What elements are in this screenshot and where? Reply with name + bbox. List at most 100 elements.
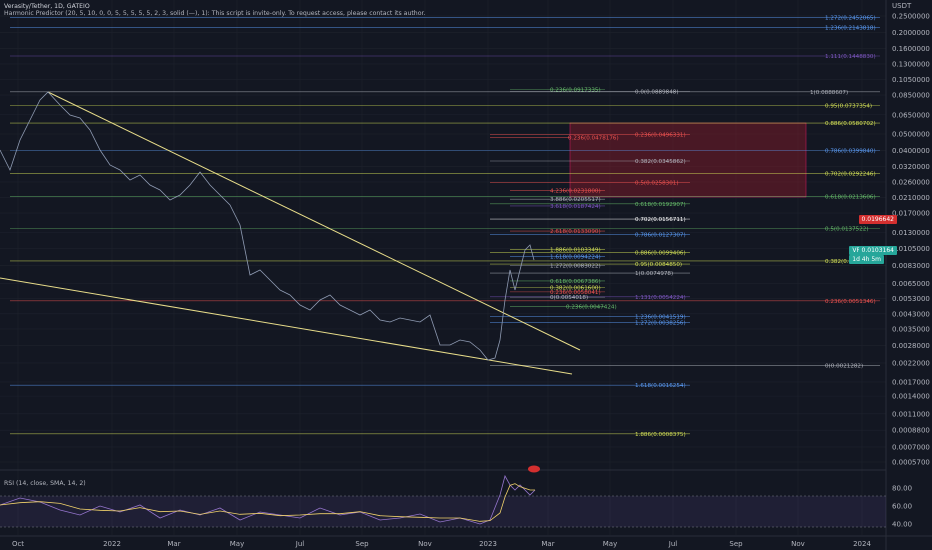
time-tick-label: Jul: [668, 540, 678, 548]
fib-level-label: 0.618(0.0192907): [635, 202, 686, 208]
fib-level-label: 1(0.0074978): [635, 271, 673, 277]
fib-level-label: 1.111(0.1448830): [825, 54, 876, 60]
price-tick-label: 0.0035000: [892, 325, 930, 333]
time-tick-label: Nov: [791, 540, 805, 548]
fib-level-label: 0.618(0.0213606): [825, 194, 876, 200]
price-tick-label: 0.0022000: [892, 359, 930, 367]
fib-level-label: 0.236(0.0051346): [825, 299, 876, 305]
fib-level-label: 1.618(0.0016254): [635, 383, 686, 389]
price-tick-label: 0.0014000: [892, 393, 930, 401]
falling-wedge-upper-line: [47, 91, 581, 351]
fib-level-label: 0.236(0.0478176): [568, 135, 619, 141]
rsi-band: [0, 496, 886, 527]
price-badge-red: 0.0196642: [858, 215, 897, 224]
fib-level-label: 0.236(0.0047424): [566, 305, 617, 311]
fib-level-label: 0.236(0.0917335): [550, 88, 601, 94]
fib-level-label: 1(0.0888607): [810, 90, 848, 96]
fib-level-label: 0.382(0.0345862): [635, 159, 686, 165]
price-tick-label: 0.0007000: [892, 443, 930, 451]
chart-grid: [0, 0, 886, 535]
currency-label: USDT: [892, 2, 912, 10]
price-tick-label: 0.0260000: [892, 178, 930, 186]
fib-levels: 1.272(0.2452065) 1.236(0.2143818) 1.111(0.…: [10, 15, 880, 438]
fib-level-label: 0.236(0.0058041): [550, 290, 601, 296]
rsi-tick-label: 80.00: [892, 485, 912, 493]
price-tick-label: 0.0008800: [892, 427, 930, 435]
rsi-legend: RSI (14, close, SMA, 14, 2): [4, 480, 86, 487]
fib-level-label: 4.236(0.0231800): [550, 188, 601, 194]
rsi-line: [0, 474, 536, 525]
fib-level-label: 0.382(0.0061600): [550, 286, 601, 292]
time-tick-label: 2022: [103, 540, 121, 548]
fib-level-label: 1.272(0.0083022): [550, 264, 601, 270]
time-tick-label: Sep: [729, 540, 743, 548]
rsi-pane: [0, 465, 886, 528]
fib-level-label: 0.786(0.0127307): [635, 232, 686, 238]
fib-level-label: 1.272(0.2452065): [825, 15, 876, 21]
rsi-tick-label: 60.00: [892, 503, 912, 511]
fib-level-label: 1.131(0.0054224): [635, 295, 686, 301]
falling-wedge-lower-line: [0, 277, 573, 375]
fib-level-label: 0.236(0.0496331): [635, 133, 686, 139]
price-tick-label: 0.0850000: [892, 92, 930, 100]
price-tick-label: 0.0065000: [892, 280, 930, 288]
price-tick-label: 0.1600000: [892, 45, 930, 53]
fib-level-label: 0(0.0054018): [550, 295, 588, 301]
fib-level-label: 1.236(0.2143818): [825, 25, 876, 31]
price-tick-label: 0.0053000: [892, 295, 930, 303]
fib-level-label: 0.5(0.0258301): [635, 180, 679, 186]
symbol-title: Verasity/Tether, 1D, GATEIO: [4, 3, 90, 10]
rsi-signal-marker: [528, 465, 540, 473]
fib-level-label: 0.886(0.0099406): [635, 250, 686, 256]
time-tick-label: Jul: [295, 540, 305, 548]
price-tick-label: 0.0650000: [892, 111, 930, 119]
fib-level-label: 3.618(0.0187424): [550, 204, 601, 210]
time-axis: Oct 2022 Mar May Jul Sep Nov 2023 Mar May Jul Sep No…: [0, 535, 932, 548]
time-tick-label: Sep: [355, 540, 369, 548]
price-tick-label: 0.0400000: [892, 147, 930, 155]
fib-level-label: 3.886(0.0205517): [550, 197, 601, 203]
fib-level-label: 0.886(0.0580702): [825, 121, 876, 127]
rsi-tick-label: 40.00: [892, 521, 912, 529]
fib-level-label: 0.786(0.0399840): [825, 148, 876, 154]
price-tick-label: 0.0017000: [892, 378, 930, 386]
price-tick-label: 0.0130000: [892, 229, 930, 237]
time-tick-label: Nov: [418, 540, 432, 548]
fib-level-label: 1.236(0.0041519): [635, 314, 686, 320]
fib-level-label: 0(0.0021282): [825, 363, 863, 369]
fib-level-label: 1.886(0.0103349): [550, 248, 601, 254]
fib-level-label: 0.95(0.0737354): [825, 104, 872, 110]
price-tick-label: 0.0011000: [892, 410, 930, 418]
price-tick-label: 0.0005700: [892, 459, 930, 467]
fib-level-label: 0.95(0.0084850): [635, 262, 682, 268]
fib-level-label: 1.618(0.0094224): [550, 254, 601, 260]
last-price-badge: 0.0103164: [858, 246, 897, 255]
time-tick-label: Mar: [541, 540, 554, 548]
price-tick-label: 0.1050000: [892, 76, 930, 84]
price-tick-label: 0.0320000: [892, 163, 930, 171]
price-tick-label: 0.0105000: [892, 245, 930, 253]
indicator-description: Harmonic Predictor (20, 5, 10, 0, 0, 5, …: [4, 10, 426, 17]
price-tick-label: 0.1300000: [892, 60, 930, 68]
fib-level-label: 1.272(0.0038256): [635, 320, 686, 326]
time-tick-label: 2023: [479, 540, 497, 548]
time-tick-label: May: [603, 540, 617, 548]
target-zone-box: [569, 122, 807, 198]
rsi-ma-line: [0, 483, 535, 522]
time-tick-label: May: [230, 540, 244, 548]
fib-level-label: 0.702(0.0292246): [825, 171, 876, 177]
price-tick-label: 0.0170000: [892, 210, 930, 218]
price-axis: 0.2500000 0.2000000 0.1600000 0.1300000 0.10…: [885, 0, 930, 550]
time-tick-label: 2024: [853, 540, 871, 548]
trendlines: [0, 91, 581, 375]
time-tick-label: Oct: [12, 540, 24, 548]
fib-level-label: 0.0(0.0889848): [635, 90, 679, 96]
countdown-badge: 1d 4h 5m: [849, 255, 884, 264]
price-tick-label: 0.2000000: [892, 29, 930, 37]
fib-level-label: 0.618(0.0067386): [550, 279, 601, 285]
price-tick-label: 0.0028000: [892, 342, 930, 350]
price-tick-label: 0.2500000: [892, 13, 930, 21]
fib-level-label: 0.702(0.0156711): [635, 217, 686, 223]
price-tick-label: 0.0210000: [892, 194, 930, 202]
